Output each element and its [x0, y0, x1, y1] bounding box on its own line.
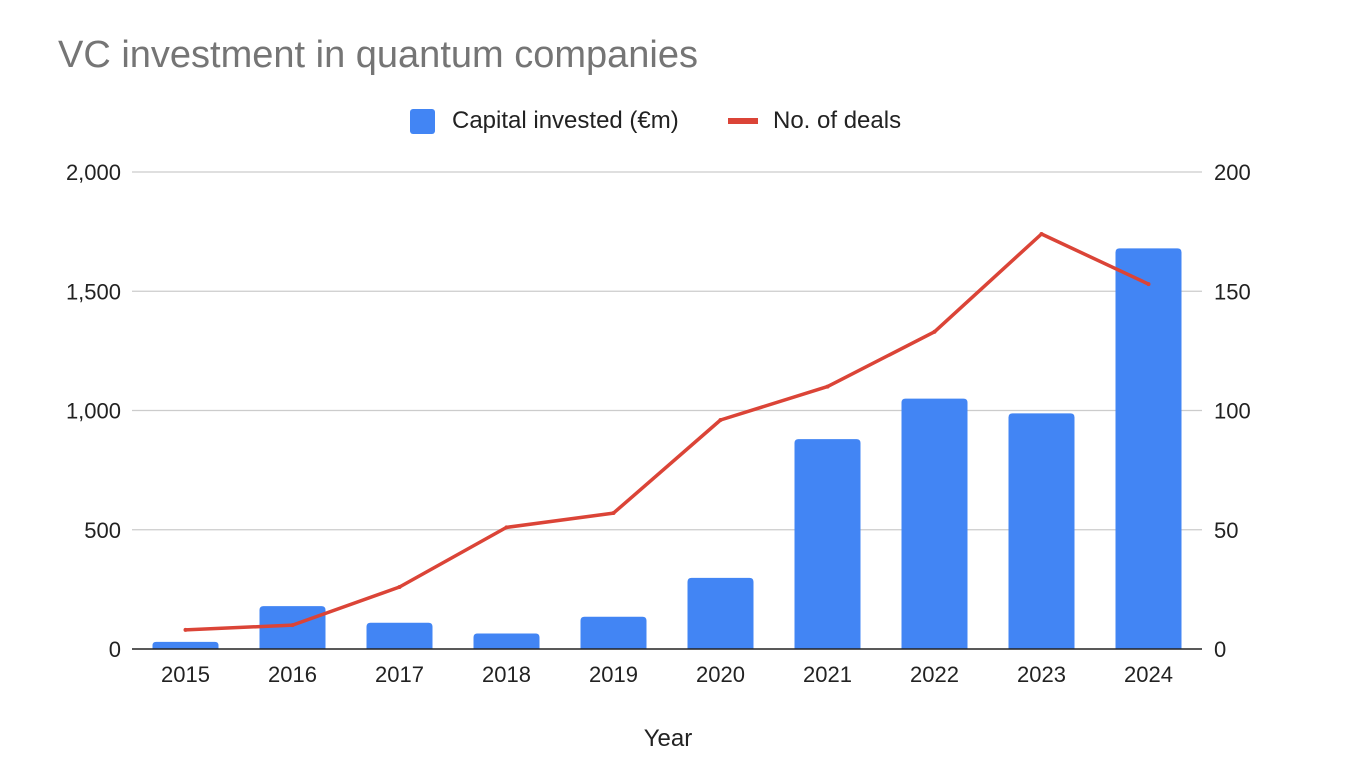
- chart-title: VC investment in quantum companies: [58, 34, 698, 76]
- x-tick-label: 2016: [268, 662, 317, 687]
- bar-2017[interactable]: [366, 622, 433, 649]
- bar-2021[interactable]: [794, 439, 861, 649]
- deals-point-2020[interactable]: [718, 418, 723, 423]
- x-tick-label: 2022: [910, 662, 959, 687]
- bar-2024[interactable]: [1115, 248, 1182, 649]
- deals-line-path[interactable]: [185, 232, 1150, 632]
- x-tick-label: 2021: [803, 662, 852, 687]
- legend: Capital invested (€m) No. of deals: [0, 104, 1350, 138]
- y-tick-right: 200: [1214, 160, 1251, 185]
- deals-point-2022[interactable]: [932, 329, 937, 334]
- y-tick-left: 1,000: [66, 399, 121, 424]
- deals-point-2016[interactable]: [290, 623, 295, 628]
- x-tick-label: 2015: [161, 662, 210, 687]
- y-tick-right: 100: [1214, 399, 1251, 424]
- y-tick-left: 500: [84, 518, 121, 543]
- bar-2023[interactable]: [1008, 413, 1075, 649]
- y-axis-right: 0 50 100 150 200: [1214, 160, 1251, 662]
- y-axis-left: 0 500 1,000 1,500 2,000: [66, 160, 121, 662]
- bar-2015[interactable]: [152, 641, 219, 649]
- legend-item-deals[interactable]: No. of deals: [728, 104, 901, 138]
- y-tick-left: 1,500: [66, 279, 121, 304]
- deals-line: [183, 232, 1151, 632]
- bars: [152, 248, 1182, 649]
- y-tick-right: 0: [1214, 637, 1226, 662]
- x-tick-label: 2024: [1124, 662, 1173, 687]
- x-tick-label: 2019: [589, 662, 638, 687]
- x-axis: 2015 2016 2017 2018 2019 2020 2021 2022 2023 2024: [161, 662, 1173, 687]
- deals-point-2024[interactable]: [1146, 282, 1151, 287]
- x-tick-label: 2023: [1017, 662, 1066, 687]
- bar-2016[interactable]: [259, 606, 326, 649]
- bar-2018[interactable]: [473, 633, 540, 649]
- x-tick-label: 2018: [482, 662, 531, 687]
- legend-swatch-capital: [410, 108, 435, 134]
- y-tick-right: 50: [1214, 518, 1238, 543]
- deals-point-2018[interactable]: [504, 525, 509, 530]
- bar-2019[interactable]: [580, 616, 647, 649]
- deals-point-2019[interactable]: [611, 511, 616, 516]
- y-tick-left: 2,000: [66, 160, 121, 185]
- deals-point-2015[interactable]: [183, 627, 188, 632]
- legend-swatch-deals: [728, 118, 758, 124]
- y-tick-left: 0: [109, 637, 121, 662]
- legend-item-capital[interactable]: Capital invested (€m): [410, 104, 679, 138]
- deals-point-2017[interactable]: [397, 584, 402, 589]
- bar-2020[interactable]: [687, 577, 754, 649]
- x-tick-label: 2020: [696, 662, 745, 687]
- deals-point-2023[interactable]: [1039, 232, 1044, 237]
- x-tick-label: 2017: [375, 662, 424, 687]
- legend-label-deals: No. of deals: [773, 107, 902, 134]
- deals-point-2021[interactable]: [825, 384, 830, 389]
- legend-label-capital: Capital invested (€m): [452, 107, 679, 134]
- y-tick-right: 150: [1214, 279, 1251, 304]
- bar-2022[interactable]: [901, 398, 968, 649]
- x-axis-label: Year: [644, 725, 693, 752]
